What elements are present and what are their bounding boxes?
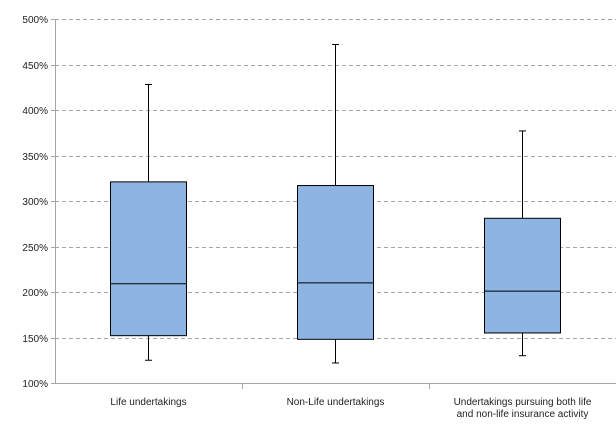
y-tick-label: 350%: [22, 152, 48, 163]
y-tick-label: 200%: [22, 288, 48, 299]
x-category-label: Life undertakings: [110, 397, 186, 408]
y-tick-label: 450%: [22, 61, 48, 72]
box-iqr: [484, 217, 561, 334]
y-tick-label: 400%: [22, 106, 48, 117]
box-iqr: [110, 181, 187, 337]
y-tick-label: 500%: [22, 15, 48, 26]
x-category-label: Non-Life undertakings: [287, 397, 385, 408]
box-iqr: [297, 185, 374, 340]
y-tick-label: 300%: [22, 197, 48, 208]
y-tick-label: 150%: [22, 334, 48, 345]
y-tick-label: 250%: [22, 243, 48, 254]
x-category-label: Undertakings pursuing both life: [454, 397, 592, 408]
x-category-label: and non-life insurance activity: [457, 409, 589, 420]
y-tick-label: 100%: [22, 379, 48, 390]
